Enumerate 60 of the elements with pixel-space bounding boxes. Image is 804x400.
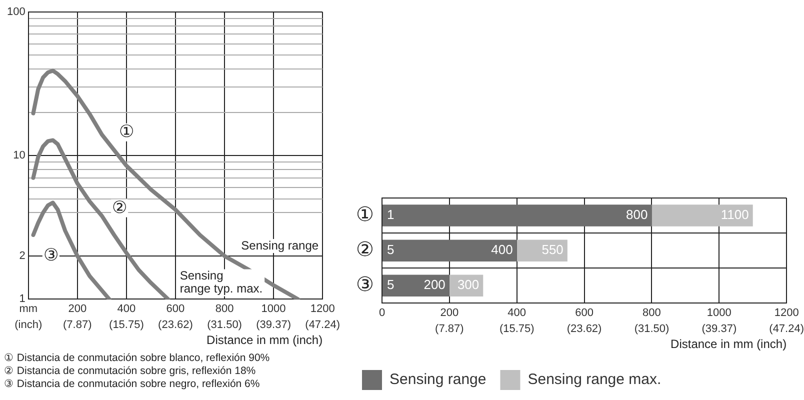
x2-tick-label: (31.50) — [207, 319, 242, 332]
x-tick-label: 600 — [166, 302, 185, 315]
x2-tick-label: (23.62) — [158, 319, 193, 332]
y-tick-label: ② — [356, 239, 374, 262]
x-tick-label: 200 — [440, 306, 459, 319]
annotation: 5 — [387, 277, 394, 292]
x-axis-title: Distance in mm (inch) — [206, 333, 323, 348]
x-tick-label: mm — [19, 302, 38, 315]
x2-tick-label: (23.62) — [566, 323, 602, 336]
x-tick-label: 1000 — [706, 306, 732, 319]
y-tick-label: ① — [356, 204, 374, 226]
annotation: 550 — [542, 242, 564, 258]
x2-tick-label: (47.24) — [305, 319, 340, 332]
bar — [516, 240, 568, 262]
x2-tick-label: (47.24) — [769, 323, 804, 336]
y-tick-label: 1 — [19, 293, 26, 306]
x2-tick-label: (inch) — [14, 319, 42, 332]
bar — [382, 240, 517, 262]
x-tick-label: 400 — [117, 302, 136, 315]
annotation: 400 — [491, 242, 513, 258]
x-tick-label: 1200 — [310, 302, 335, 315]
annotation: 1100 — [720, 207, 749, 222]
text: ① Distancia de conmutación sobre blanco, reflexión 90% — [4, 352, 271, 365]
annotation: 5 — [387, 242, 394, 258]
bar — [382, 204, 652, 226]
annotation: ③ — [43, 246, 58, 265]
x-tick-label: 1200 — [774, 306, 799, 319]
y-tick-label: 100 — [6, 6, 26, 18]
x-tick-label: 1000 — [261, 302, 286, 315]
x-tick-label: 200 — [68, 302, 87, 315]
legend-label: Sensing range — [390, 371, 486, 388]
annotation: 200 — [424, 277, 446, 292]
y-tick-label: 10 — [13, 150, 26, 162]
annotation: Sensing range — [241, 238, 319, 252]
bar — [382, 274, 450, 297]
x-tick-label: 0 — [378, 306, 386, 319]
bar — [652, 204, 753, 226]
annotation: 300 — [457, 277, 480, 292]
annotation: 1 — [387, 207, 394, 222]
x2-tick-label: (7.87) — [62, 319, 92, 332]
x2-tick-label: (15.75) — [109, 319, 144, 332]
x2-tick-label: (31.50) — [634, 323, 670, 336]
y-tick-label: ③ — [356, 274, 374, 296]
y-tick-label: 2 — [19, 250, 26, 262]
annotation: 800 — [626, 207, 648, 222]
x-tick-label: 400 — [508, 306, 526, 319]
x-tick-label: 800 — [642, 306, 661, 319]
x2-tick-label: (39.37) — [256, 319, 291, 332]
x-tick-label: 800 — [215, 302, 234, 315]
x-axis-title: Distance in mm (inch) — [670, 337, 787, 352]
text: ② Distancia de conmutación sobre gris, reflexión 18% — [4, 365, 257, 378]
text: ③ Distancia de conmutación sobre negro, reflexión 6% — [4, 378, 261, 391]
x-tick-label: 600 — [575, 306, 594, 319]
x2-tick-label: (39.37) — [702, 323, 737, 336]
legend-label: Sensing range max. — [528, 371, 662, 388]
annotation: Sensing range typ. max. — [180, 268, 263, 296]
x2-tick-label: (7.87) — [435, 323, 464, 336]
x2-tick-label: (15.75) — [499, 323, 534, 336]
annotation: ② — [112, 198, 128, 217]
annotation: ① — [118, 122, 134, 142]
